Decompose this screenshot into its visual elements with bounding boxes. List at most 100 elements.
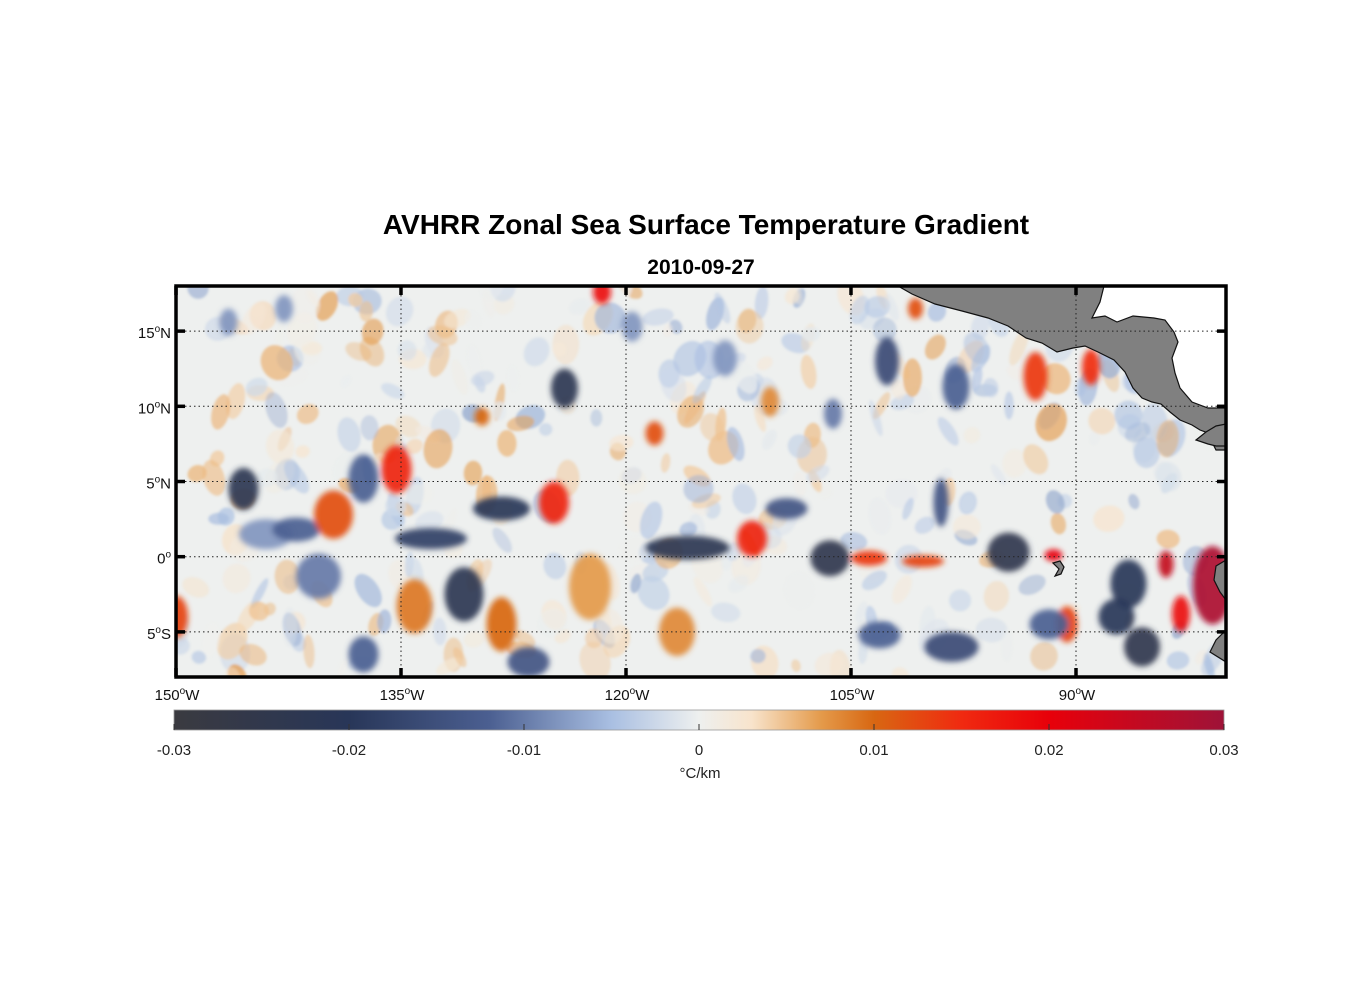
noise-blob <box>427 325 458 346</box>
noise-blob <box>762 429 777 450</box>
noise-blob <box>451 359 468 395</box>
noise-blob <box>523 337 550 367</box>
noise-blob <box>463 460 483 486</box>
noise-blob <box>801 326 821 342</box>
noise-blob <box>660 453 671 473</box>
gradient-feature <box>824 398 842 429</box>
noise-blob <box>226 383 246 420</box>
noise-blob <box>436 657 462 675</box>
noise-blob <box>241 302 266 335</box>
noise-blob <box>385 296 414 327</box>
noise-blob <box>750 648 766 664</box>
noise-blob <box>637 575 670 610</box>
noise-blob <box>663 323 673 337</box>
noise-blob <box>208 512 230 525</box>
noise-blob <box>949 589 972 612</box>
gradient-feature <box>645 421 664 446</box>
noise-blob <box>492 527 512 553</box>
noise-blob <box>463 631 485 648</box>
noise-blob <box>630 573 642 594</box>
degree-symbol: o <box>405 686 411 697</box>
noise-blob <box>714 292 731 324</box>
noise-blob <box>982 378 999 398</box>
noise-blob <box>466 343 483 380</box>
noise-blob <box>295 445 310 458</box>
x-tick-label: 135oW <box>380 686 426 704</box>
noise-blob <box>594 302 626 334</box>
y-tick-label: 10oN <box>138 399 171 417</box>
noise-blob <box>1166 651 1190 670</box>
noise-blob <box>683 474 714 504</box>
gradient-feature <box>348 454 379 503</box>
noise-blob <box>1002 448 1028 478</box>
noise-blob <box>1050 512 1067 535</box>
degree-symbol: o <box>855 686 861 697</box>
noise-blob <box>757 356 773 371</box>
gradient-feature <box>942 364 970 410</box>
noise-blob <box>952 514 981 540</box>
hemisphere-letter: W <box>410 687 425 704</box>
noise-blob <box>639 501 663 539</box>
noise-blob <box>679 521 698 537</box>
noise-blob <box>715 407 727 442</box>
gradient-feature <box>444 567 484 622</box>
gradient-feature <box>569 553 611 620</box>
noise-blob <box>405 438 423 454</box>
noise-blob <box>202 459 226 496</box>
noise-blob <box>506 364 520 393</box>
chart-title: AVHRR Zonal Sea Surface Temperature Grad… <box>383 209 1029 240</box>
degree-symbol: o <box>630 686 636 697</box>
noise-blob <box>211 394 231 430</box>
noise-blob <box>265 392 288 428</box>
gradient-feature <box>810 540 850 577</box>
noise-blob <box>579 641 611 677</box>
gradient-feature <box>228 467 259 511</box>
noise-blob <box>377 609 392 633</box>
gradient-feature <box>713 340 737 377</box>
gradient-feature <box>381 445 412 494</box>
noise-blob <box>539 423 553 436</box>
noise-blob <box>1128 493 1140 510</box>
noise-blob <box>248 601 270 621</box>
gradient-feature <box>765 498 808 520</box>
gradient-feature <box>1098 598 1135 635</box>
noise-blob <box>892 575 912 604</box>
gradient-feature <box>348 636 379 673</box>
noise-blob <box>692 375 712 404</box>
noise-blob <box>266 429 295 464</box>
noise-blob <box>861 570 887 591</box>
noise-blob <box>793 471 807 497</box>
noise-blob <box>1023 444 1049 475</box>
noise-blob <box>975 617 1008 643</box>
noise-blob <box>595 608 624 644</box>
gradient-feature <box>395 528 467 550</box>
colorbar-tick-label: 0.02 <box>1034 742 1063 759</box>
noise-blob <box>423 429 453 469</box>
gradient-features <box>176 286 1226 677</box>
colorbar-tick-label: -0.03 <box>157 742 191 759</box>
noise-blob <box>256 468 278 488</box>
noise-blob <box>1009 328 1029 366</box>
hemisphere-letter: W <box>860 687 875 704</box>
x-tick-label: 120oW <box>605 686 651 704</box>
x-tick-label: 90oW <box>1059 686 1096 704</box>
y-tick-label: 5oN <box>146 475 171 493</box>
colorbar-tick-label: 0.03 <box>1209 742 1238 759</box>
gradient-feature <box>645 535 730 560</box>
noise-blob <box>444 308 471 329</box>
noise-blob <box>453 647 467 668</box>
noise-blob <box>754 405 766 432</box>
colorbar-tick-label: -0.01 <box>507 742 541 759</box>
noise-blob <box>303 634 315 669</box>
noise-blob <box>506 415 535 432</box>
noise-blob <box>359 301 374 322</box>
noise-blob <box>805 465 830 483</box>
degree-symbol: o <box>155 475 161 486</box>
map-panel: 150oW 135oW 120oW 105oW 90oW 15oN 10oN 5oN 0o 5o… <box>138 284 1228 704</box>
noise-blob <box>855 601 868 623</box>
noise-blob <box>738 308 757 333</box>
noise-blob <box>924 334 946 360</box>
noise-blob <box>497 430 517 457</box>
noise-blob <box>1004 391 1014 420</box>
y-tick-label: 0o <box>157 550 171 568</box>
